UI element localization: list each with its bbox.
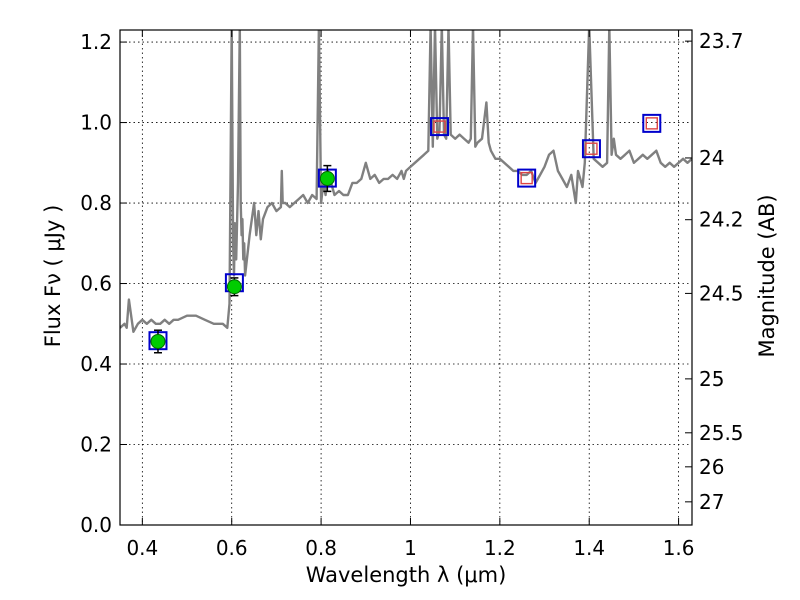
- right-tick-label: 24.2: [699, 208, 744, 232]
- y-tick-label: 0.6: [80, 272, 112, 296]
- model-point-inner: [433, 120, 446, 133]
- photometry-markers: [148, 113, 662, 354]
- x-tick-label: 1: [404, 536, 417, 560]
- y-tick-label: 0.2: [80, 433, 112, 457]
- right-axis-label: Magnitude (AB): [755, 194, 779, 357]
- observed-point: [150, 333, 166, 349]
- x-tick-label: 0.4: [126, 536, 158, 560]
- model-point: [581, 139, 601, 159]
- x-tick-label: 1.4: [573, 536, 605, 560]
- x-tick-labels: 0.4 0.6 0.8 1 1.2 1.4 1.6: [126, 536, 694, 560]
- model-point-inner: [585, 142, 598, 155]
- model-point: [430, 117, 450, 137]
- right-tick-label: 25.5: [699, 421, 744, 445]
- right-tick-label: 25: [699, 367, 724, 391]
- right-tick-label: 27: [699, 490, 724, 514]
- right-tick-labels: 23.7 24 24.2 24.5 25 25.5 26 27: [699, 29, 744, 514]
- x-tick-label: 0.8: [305, 536, 337, 560]
- x-axis-label: Wavelength λ (μm): [306, 563, 507, 587]
- model-sed-layer: [120, 30, 692, 333]
- y-tick-label: 1.0: [80, 111, 112, 135]
- y-tick-label: 0.8: [80, 191, 112, 215]
- axis-ticks: [120, 30, 692, 526]
- right-tick-label: 24: [699, 146, 724, 170]
- plot-frame: [119, 29, 693, 526]
- y-axis-label: Flux Fν ( μJy ): [41, 205, 65, 348]
- y-tick-label: 0.0: [80, 513, 112, 537]
- x-tick-label: 1.6: [663, 536, 695, 560]
- observed-point: [226, 279, 242, 295]
- x-tick-label: 0.6: [216, 536, 248, 560]
- observed-point: [319, 171, 335, 186]
- model-point-inner: [645, 117, 658, 130]
- right-tick-label: 26: [699, 455, 724, 479]
- right-tick-label: 24.5: [699, 281, 744, 305]
- y-tick-label: 1.2: [80, 30, 112, 54]
- model-point: [517, 168, 537, 188]
- right-tick-label: 23.7: [699, 29, 744, 53]
- y-tick-label: 0.4: [80, 352, 112, 376]
- x-tick-label: 1.2: [484, 536, 516, 560]
- grid: [120, 30, 692, 526]
- y-tick-labels: 0.0 0.2 0.4 0.6 0.8 1.0 1.2: [80, 30, 112, 537]
- model-point-inner: [520, 171, 533, 185]
- model-sed-line: [120, 30, 692, 333]
- model-point: [642, 113, 662, 133]
